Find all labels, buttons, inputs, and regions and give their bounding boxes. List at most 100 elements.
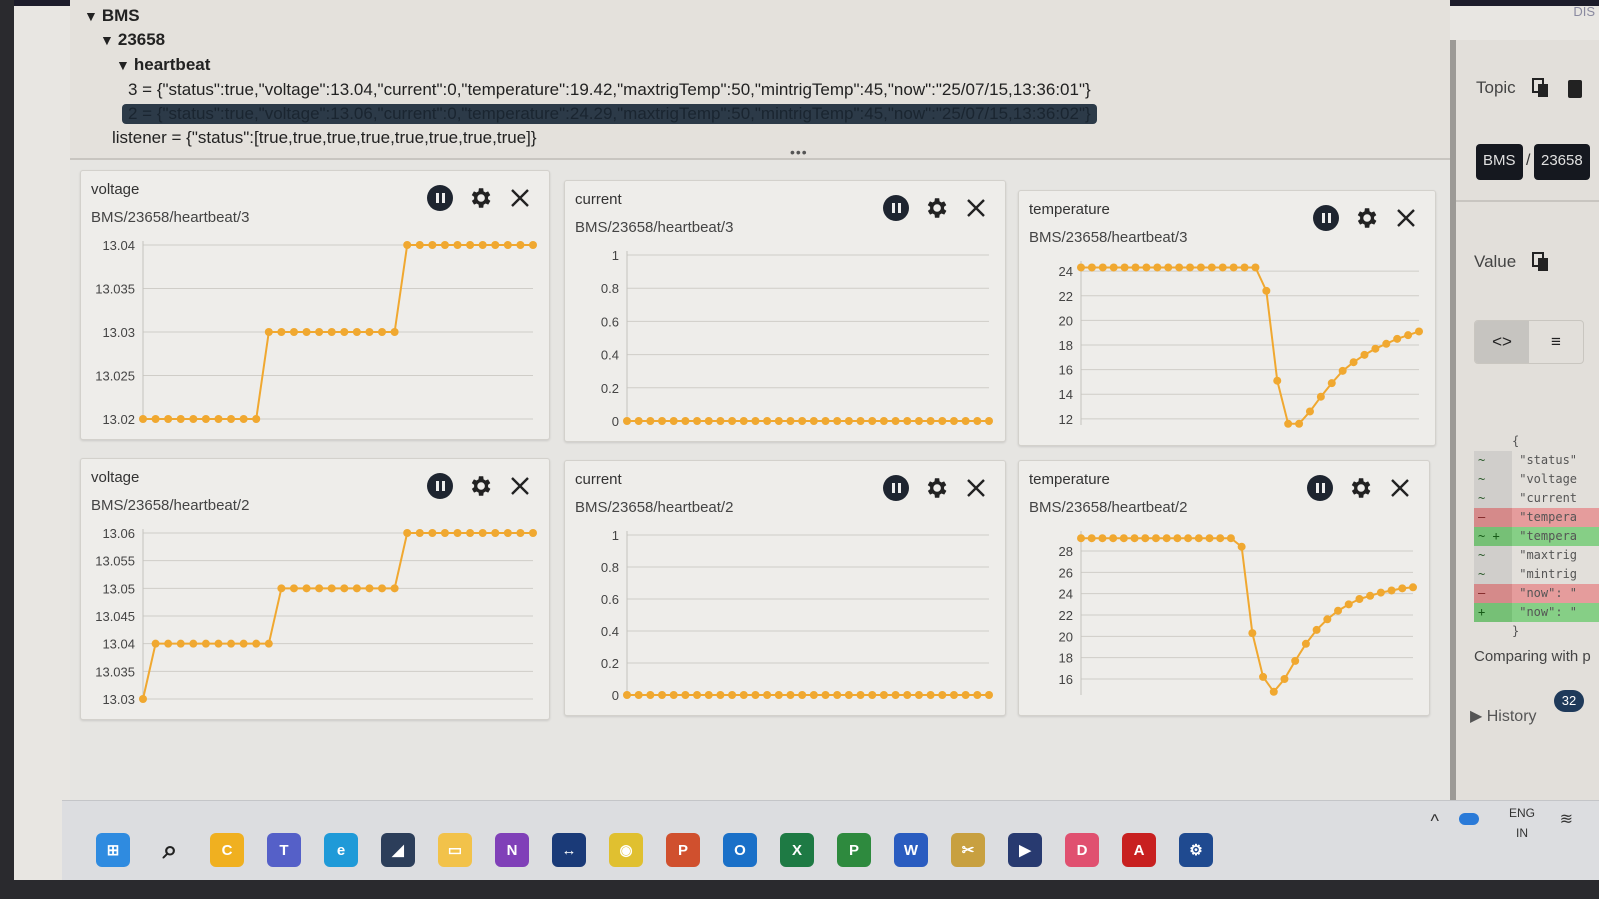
pause-button[interactable] [883, 195, 909, 221]
line-chart: 1 0.8 0.6 0.4 0.2 0 [601, 248, 993, 429]
tree-message-2-selected[interactable]: 2 = {"status":true,"voltage":13.06,"curr… [122, 104, 1097, 124]
chart-panel-voltage: voltage BMS/23658/heartbeat/3 13.04 13.03… [80, 170, 550, 440]
close-icon[interactable] [507, 185, 533, 211]
delete-topic-icon[interactable] [1568, 80, 1582, 98]
copy-topic-icon[interactable] [1532, 78, 1550, 103]
svg-text:13.045: 13.045 [95, 609, 135, 624]
divider [1456, 200, 1599, 202]
mqtt-explorer-icon[interactable]: ⚙ [1179, 833, 1213, 867]
history-toggle[interactable]: ▶ History [1470, 708, 1537, 725]
chrome-icon[interactable]: ◉ [609, 833, 643, 867]
language-indicator[interactable]: ENG IN [1508, 806, 1535, 840]
line-chart: 13.06 13.055 13.05 13.045 13.04 13.035 13.03 [95, 526, 537, 707]
compare-text: Comparing with p [1474, 648, 1591, 665]
show-hidden-icons-chevron-icon[interactable]: ^ [1430, 811, 1439, 831]
gear-icon[interactable] [923, 195, 949, 221]
tree-node-bms[interactable]: ▼ BMS [84, 6, 140, 25]
snipping-tool-icon[interactable]: ✂ [951, 833, 985, 867]
svg-text:0.2: 0.2 [601, 656, 619, 671]
chart-title: voltage [91, 469, 140, 486]
pause-button[interactable] [1313, 205, 1339, 231]
svg-text:22: 22 [1059, 289, 1073, 304]
svg-text:13.03: 13.03 [102, 325, 135, 340]
powerpoint-icon[interactable]: P [666, 833, 700, 867]
svg-text:14: 14 [1059, 387, 1073, 402]
app-c-icon[interactable]: C [210, 833, 244, 867]
sticky-notes-icon[interactable]: ◢ [381, 833, 415, 867]
wifi-icon[interactable]: ≋ [1559, 811, 1573, 828]
svg-text:0.8: 0.8 [601, 560, 619, 575]
diff-text: "current [1512, 491, 1578, 505]
diff-text: "now": " [1512, 586, 1578, 600]
teams-icon[interactable]: T [267, 833, 301, 867]
edge-icon[interactable]: e [324, 833, 358, 867]
breadcrumb-device[interactable]: 23658 [1534, 144, 1590, 180]
monitor-bezel-bottom [0, 880, 1599, 899]
gear-icon[interactable] [923, 475, 949, 501]
project-icon[interactable]: P [837, 833, 871, 867]
svg-text:20: 20 [1059, 629, 1073, 644]
svg-text:0.8: 0.8 [601, 281, 619, 296]
app-d-icon[interactable]: D [1065, 833, 1099, 867]
tree-message-3[interactable]: 3 = {"status":true,"voltage":13.04,"curr… [128, 80, 1091, 99]
value-diff: {~ "status" ~ "voltage ~ "current – "tempe… [1474, 432, 1599, 642]
svg-text:13.04: 13.04 [102, 637, 135, 652]
svg-text:0.4: 0.4 [601, 624, 619, 639]
chart-panel-current: current BMS/23658/heartbeat/2 1 0.8 0.6 0.4… [564, 460, 1006, 716]
file-explorer-icon[interactable]: ▭ [438, 833, 472, 867]
media-player-icon[interactable]: ▶ [1008, 833, 1042, 867]
copy-value-icon[interactable] [1532, 252, 1550, 277]
pause-button[interactable] [883, 475, 909, 501]
search-icon[interactable]: ⌕ [162, 834, 178, 864]
tree-node-device[interactable]: ▼ 23658 [100, 30, 166, 49]
acrobat-icon[interactable]: A [1122, 833, 1156, 867]
onedrive-icon[interactable] [1459, 813, 1479, 825]
diff-line-add: + "now": " [1474, 603, 1599, 622]
word-icon[interactable]: W [894, 833, 928, 867]
svg-text:20: 20 [1059, 313, 1073, 328]
tree-node-heartbeat[interactable]: ▼ heartbeat [116, 55, 211, 74]
gear-icon[interactable] [1347, 475, 1373, 501]
pause-button[interactable] [427, 185, 453, 211]
close-icon[interactable] [1387, 475, 1413, 501]
line-chart: 1 0.8 0.6 0.4 0.2 0 [601, 528, 993, 703]
close-icon[interactable] [963, 475, 989, 501]
line-chart: 13.04 13.035 13.03 13.025 13.02 [95, 238, 537, 427]
tree-listener[interactable]: listener = {"status":[true,true,true,tru… [112, 128, 537, 147]
diff-text: { [1512, 434, 1520, 448]
outlook-icon[interactable]: O [723, 833, 757, 867]
value-label: Value [1474, 252, 1517, 271]
close-icon[interactable] [963, 195, 989, 221]
excel-icon[interactable]: X [780, 833, 814, 867]
onenote-icon[interactable]: N [495, 833, 529, 867]
triangle-down-icon: ▼ [84, 8, 98, 24]
chart-controls [427, 185, 533, 211]
close-icon[interactable] [507, 473, 533, 499]
disconnect-label[interactable]: DIS [1573, 4, 1595, 19]
pause-button[interactable] [427, 473, 453, 499]
svg-text:13.055: 13.055 [95, 554, 135, 569]
diff-text: "mintrig [1512, 567, 1578, 581]
code-view-button[interactable]: <> [1475, 321, 1529, 363]
close-icon[interactable] [1393, 205, 1419, 231]
teamviewer-icon[interactable]: ↔ [552, 833, 586, 867]
gear-icon[interactable] [467, 185, 493, 211]
list-view-button[interactable]: ≡ [1551, 332, 1561, 351]
chart-topic: BMS/23658/heartbeat/3 [1029, 229, 1188, 246]
windows-start-icon[interactable]: ⊞ [96, 833, 130, 867]
chart-panel-voltage: voltage BMS/23658/heartbeat/2 13.06 13.05… [80, 458, 550, 720]
svg-text:13.035: 13.035 [95, 282, 135, 297]
chart-topic: BMS/23658/heartbeat/2 [1029, 499, 1188, 516]
svg-text:13.025: 13.025 [95, 369, 135, 384]
diff-gutter: ~ [1474, 470, 1512, 489]
chart-topic: BMS/23658/heartbeat/2 [575, 499, 734, 516]
resize-handle[interactable]: ••• [790, 144, 808, 160]
breadcrumb-bms[interactable]: BMS [1476, 144, 1523, 180]
gear-icon[interactable] [1353, 205, 1379, 231]
svg-text:24: 24 [1059, 587, 1073, 602]
pause-button[interactable] [1307, 475, 1333, 501]
diff-line-add: ~ + "tempera [1474, 527, 1599, 546]
gear-icon[interactable] [467, 473, 493, 499]
svg-text:13.03: 13.03 [102, 692, 135, 707]
